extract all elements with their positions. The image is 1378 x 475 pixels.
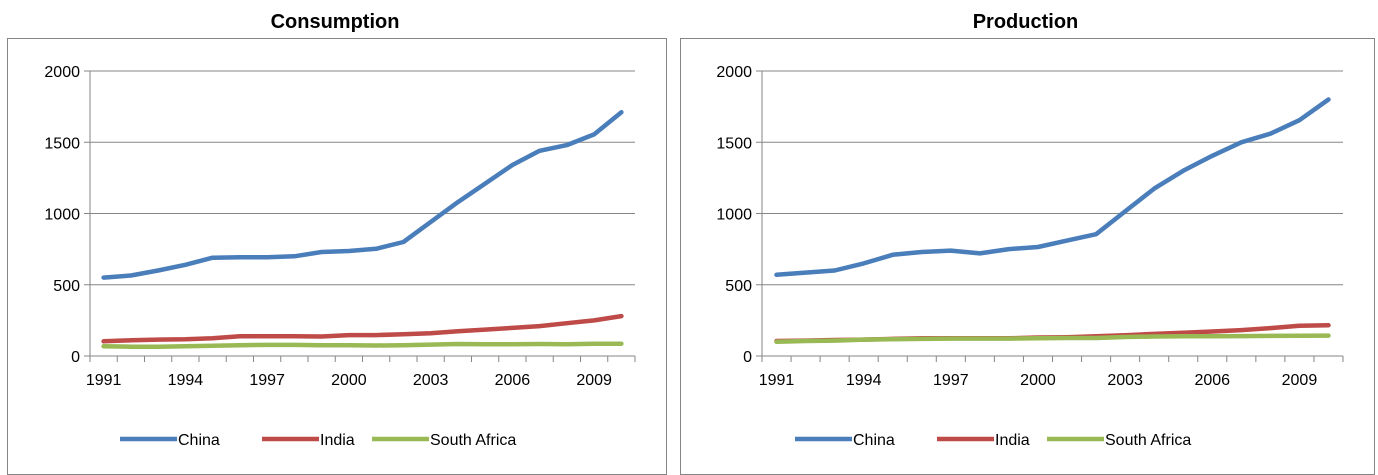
- consumption-series-india: [101, 313, 624, 344]
- production-x-tick-label: 1997: [933, 372, 969, 389]
- consumption-x-tick-label: 1997: [249, 372, 285, 389]
- production-legend-label-india: India: [995, 432, 1030, 449]
- production-x-tick-label: 2003: [1107, 372, 1143, 389]
- consumption-chart-title: Consumption: [270, 11, 400, 33]
- production-chart: Production 0 500 1000 1500 2000 1991 1994 1997 2…: [673, 0, 1378, 475]
- production-series-south-africa: [774, 333, 1331, 345]
- consumption-y-tick-label: 1500: [44, 135, 80, 152]
- consumption-plot: 0 500 1000 1500 2000 1991 1994 1997 2000 2003 2006…: [44, 64, 636, 449]
- consumption-x-tick-label: 1994: [168, 372, 204, 389]
- consumption-x-tick-label: 2009: [576, 372, 612, 389]
- production-y-tick-label: 1000: [716, 207, 752, 224]
- consumption-y-tick-label: 2000: [44, 64, 80, 81]
- consumption-series-south-africa: [101, 341, 624, 349]
- consumption-x-tick-label: 2000: [331, 372, 367, 389]
- consumption-legend-label-china: China: [178, 432, 220, 449]
- consumption-legend-label-south-africa: South Africa: [430, 432, 516, 449]
- consumption-x-tick-label: 2006: [495, 372, 531, 389]
- production-chart-title: Production: [972, 11, 1079, 33]
- production-x-tick-label: 1991: [759, 372, 795, 389]
- production-y-tick-label: 500: [725, 278, 752, 295]
- consumption-x-tick-label: 1991: [86, 372, 122, 389]
- production-y-tick-label: 1500: [716, 135, 752, 152]
- production-y-tick-label: 2000: [716, 64, 752, 81]
- consumption-series-china: [101, 110, 624, 280]
- consumption-y-tick-label: 500: [53, 278, 80, 295]
- production-x-tick-label: 2009: [1282, 372, 1318, 389]
- consumption-legend-label-india: India: [320, 432, 355, 449]
- production-legend-label-south-africa: South Africa: [1105, 432, 1191, 449]
- consumption-y-tick-label: 0: [71, 349, 80, 366]
- consumption-chart: Consumption 0 500 1000 1500 2000 1991 1994 1997…: [0, 0, 670, 475]
- production-series-china: [774, 97, 1331, 278]
- production-x-tick-label: 1994: [846, 372, 882, 389]
- production-x-tick-label: 2000: [1020, 372, 1056, 389]
- production-y-tick-label: 0: [743, 349, 752, 366]
- production-x-tick-label: 2006: [1194, 372, 1230, 389]
- consumption-x-tick-label: 2003: [413, 372, 449, 389]
- consumption-y-tick-label: 1000: [44, 207, 80, 224]
- production-legend-label-china: China: [853, 432, 895, 449]
- production-plot: 0 500 1000 1500 2000 1991 1994 1997 2000 2003 2006…: [716, 64, 1344, 449]
